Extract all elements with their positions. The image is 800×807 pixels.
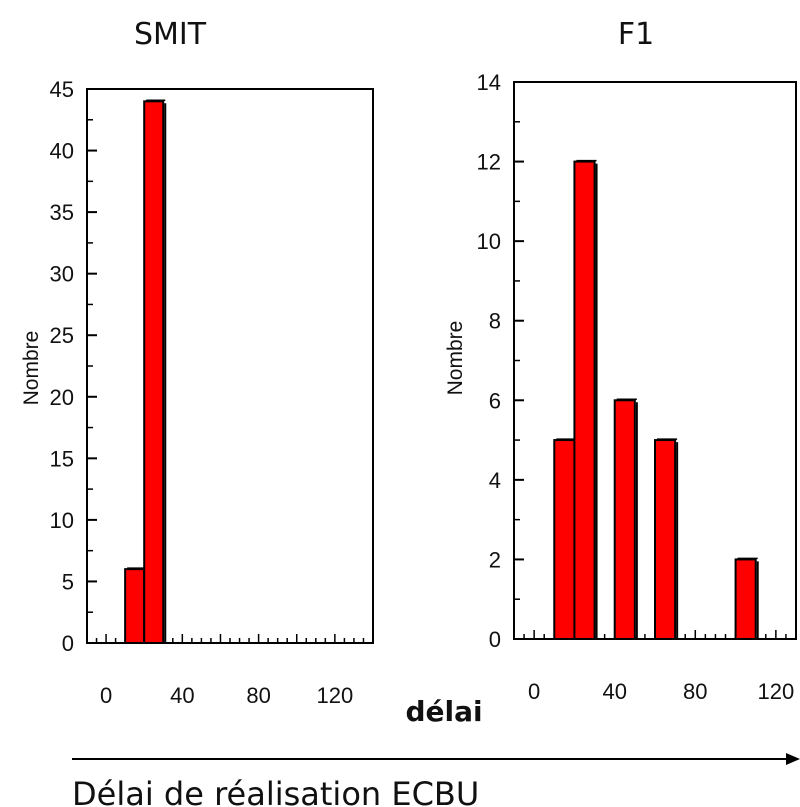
y-axis-label: Nombre [444, 321, 467, 396]
bar [553, 439, 576, 641]
chart-title: F1 [618, 17, 654, 52]
y-tick-label: 15 [50, 446, 74, 471]
chart-f1: F1 Nombre 0 2 4 6 8 10 12 14 0 40 80 120 [444, 17, 797, 704]
y-tick-label: 4 [489, 468, 501, 493]
bar [143, 100, 165, 645]
y-tick-label: 8 [489, 309, 501, 334]
y-tick-label: 2 [489, 547, 501, 572]
chart-title: SMIT [134, 17, 207, 52]
bar [613, 399, 636, 640]
x-tick-label: 80 [246, 683, 270, 708]
x-tick-label: 0 [528, 679, 540, 704]
bar [573, 160, 596, 640]
delay-arrow-label: délai [405, 695, 482, 728]
y-tick-label: 30 [50, 262, 74, 287]
bar [654, 439, 677, 641]
y-tick-label: 6 [489, 388, 501, 413]
x-tick-label: 80 [683, 679, 707, 704]
y-tick-label: 0 [489, 627, 501, 652]
plot-frame [86, 88, 374, 644]
x-tick-label: 0 [100, 683, 112, 708]
y-tick-label: 14 [477, 70, 501, 95]
x-tick-label: 40 [170, 683, 194, 708]
x-tick-label: 120 [317, 683, 354, 708]
y-tick-label: 10 [50, 508, 74, 533]
y-tick-label: 35 [50, 200, 74, 225]
x-tick-label: 120 [757, 679, 794, 704]
y-axis-label: Nombre [20, 331, 43, 406]
y-tick-label: 40 [50, 139, 74, 164]
bar [124, 568, 146, 645]
x-tick-label: 40 [602, 679, 626, 704]
chart-smit: SMIT Nombre 0 5 10 15 20 25 30 35 40 45 0 40 80 120 [20, 17, 374, 708]
y-tick-label: 25 [50, 323, 74, 348]
delay-arrow-head-icon [786, 753, 800, 765]
y-tick-label: 20 [50, 385, 74, 410]
bar [734, 558, 757, 641]
y-tick-label: 5 [62, 569, 74, 594]
y-tick-label: 10 [477, 229, 501, 254]
y-tick-label: 12 [477, 150, 501, 175]
y-tick-label: 45 [50, 77, 74, 102]
y-tick-label: 0 [62, 631, 74, 656]
footer-caption: Délai de réalisation ECBU [72, 775, 479, 807]
